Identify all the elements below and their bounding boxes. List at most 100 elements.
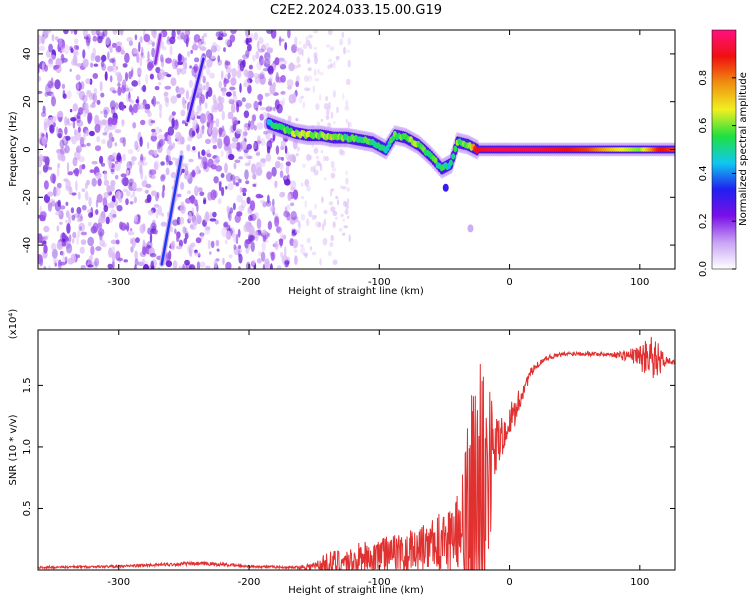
noise-cell <box>330 160 335 168</box>
noise-cell <box>165 167 170 176</box>
noise-cell <box>252 54 256 62</box>
noise-cell <box>244 162 251 167</box>
noise-cell <box>139 251 147 258</box>
noise-cell <box>186 144 191 152</box>
noise-cell <box>300 246 306 255</box>
noise-cell <box>85 33 91 44</box>
noise-cell <box>201 149 206 156</box>
noise-cell <box>180 109 186 117</box>
noise-cell <box>342 218 345 223</box>
noise-cell <box>265 153 272 162</box>
noise-cell <box>103 106 110 115</box>
noise-cell <box>228 211 232 222</box>
noise-cell <box>256 135 261 146</box>
noise-cell <box>158 103 163 111</box>
noise-cell <box>82 30 88 37</box>
noise-cell <box>214 219 219 225</box>
noise-cell <box>157 134 165 140</box>
noise-cell <box>126 37 133 42</box>
noise-cell <box>69 108 73 113</box>
noise-cell <box>339 38 344 46</box>
noise-cell <box>228 99 235 105</box>
noise-cell <box>347 37 352 46</box>
noise-cell <box>65 210 70 218</box>
noise-cell <box>38 170 42 175</box>
noise-cell <box>313 164 317 172</box>
noise-cell <box>66 90 72 100</box>
noise-cell <box>327 122 332 128</box>
noise-cell <box>320 118 324 122</box>
noise-cell <box>50 77 54 87</box>
noise-cell <box>345 99 349 108</box>
noise-cell <box>211 41 218 50</box>
noise-cell <box>76 112 81 120</box>
noise-cell <box>209 72 215 79</box>
noise-cell <box>204 225 210 235</box>
noise-cell <box>207 158 214 168</box>
noise-cell <box>47 61 54 68</box>
noise-cell <box>70 207 75 214</box>
noise-cell <box>110 180 116 187</box>
noise-cell <box>237 59 244 66</box>
noise-cell <box>111 245 116 255</box>
noise-cell <box>267 232 271 237</box>
isolated-blob <box>442 183 449 192</box>
noise-cell <box>245 221 250 226</box>
noise-cell <box>68 186 73 196</box>
ridge-core <box>453 145 458 153</box>
noise-cell <box>325 44 331 48</box>
noise-cell <box>71 238 75 244</box>
noise-cell <box>112 213 117 218</box>
noise-cell <box>119 137 125 144</box>
noise-cell <box>228 153 235 161</box>
noise-cell <box>176 134 183 145</box>
noise-cell <box>262 68 269 72</box>
noise-cell <box>72 120 76 129</box>
noise-cell <box>226 91 232 97</box>
noise-cell <box>115 66 119 70</box>
noise-cell <box>177 53 182 62</box>
spectrogram-ridge <box>265 113 675 233</box>
noise-cell <box>256 60 262 71</box>
noise-cell <box>260 138 266 147</box>
noise-cell <box>236 247 242 254</box>
noise-cell <box>71 192 77 196</box>
noise-cell <box>174 228 177 235</box>
noise-cell <box>64 145 71 154</box>
noise-cell <box>160 161 165 166</box>
noise-cell <box>258 101 261 106</box>
noise-cell <box>238 156 243 160</box>
noise-cell <box>66 161 70 173</box>
noise-cell <box>135 237 140 244</box>
noise-cell <box>237 228 241 238</box>
noise-cell <box>196 203 199 213</box>
noise-cell <box>203 85 206 91</box>
noise-cell <box>267 220 273 230</box>
noise-cell <box>170 95 178 104</box>
noise-cell <box>210 55 216 60</box>
noise-cell <box>225 185 228 190</box>
noise-cell <box>160 54 164 63</box>
noise-cell <box>284 175 287 181</box>
noise-cell <box>220 173 225 178</box>
noise-cell <box>176 93 182 99</box>
noise-cell <box>136 104 140 113</box>
noise-cell <box>269 106 273 111</box>
noise-cell <box>314 78 320 82</box>
noise-cell <box>194 185 199 197</box>
spectrogram-plot-area <box>38 30 675 269</box>
noise-cell <box>289 153 296 162</box>
noise-cell <box>91 92 95 100</box>
y-tick-label: -20 <box>22 189 33 205</box>
noise-cell <box>101 63 107 71</box>
noise-cell <box>316 160 321 167</box>
noise-cell <box>340 150 346 156</box>
noise-cell <box>195 237 202 244</box>
noise-cell <box>187 135 193 142</box>
noise-cell <box>132 103 139 114</box>
snr-series-line <box>38 336 675 570</box>
noise-cell <box>107 263 114 269</box>
noise-cell <box>247 37 252 43</box>
noise-cell <box>132 181 137 191</box>
noise-cell <box>147 61 153 71</box>
